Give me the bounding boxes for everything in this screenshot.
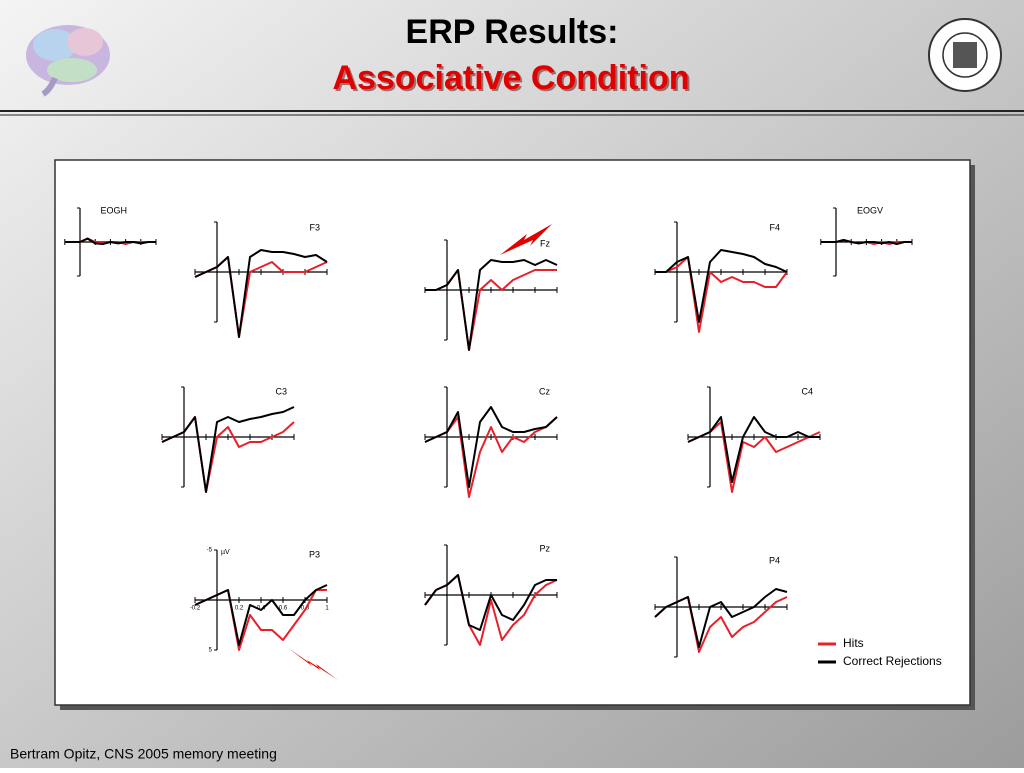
legend-label: Hits (843, 636, 864, 650)
brain-icon (26, 25, 110, 97)
waveform (161, 406, 295, 493)
waveform (655, 256, 788, 333)
electrode-label: Fz (540, 238, 550, 248)
waveform (194, 584, 328, 646)
waveform (194, 249, 328, 338)
y-tick-label: -5 (207, 548, 213, 554)
waveform (655, 249, 788, 323)
x-tick-label: 0.6 (279, 606, 288, 612)
waveform (687, 416, 820, 483)
x-tick-label: 1 (325, 606, 329, 612)
electrode-label: C4 (801, 386, 813, 396)
waveform (820, 239, 912, 245)
waveform (654, 588, 788, 648)
electrode-label: Cz (539, 386, 550, 396)
university-seal (928, 18, 1002, 92)
x-tick-label: -0.2 (190, 606, 201, 612)
electrode-label: EOGH (100, 205, 127, 215)
electrode-label: F4 (769, 222, 780, 232)
waveform (425, 259, 558, 351)
waveform (64, 237, 156, 245)
y-unit: µV (221, 549, 230, 556)
electrode-label: P3 (309, 549, 320, 559)
electrode-label: C3 (275, 386, 287, 396)
x-tick-label: 0.2 (235, 606, 244, 612)
waveform (424, 574, 557, 631)
slide-subtitle: Associative Condition (332, 59, 689, 97)
electrode-label: F3 (309, 222, 320, 232)
electrode-label: EOGV (857, 205, 883, 215)
electrode-label: Pz (539, 543, 550, 553)
electrode-label: P4 (769, 555, 780, 565)
lightning (288, 648, 338, 680)
legend-label: Correct Rejections (843, 654, 942, 668)
slide-title: ERP Results: (406, 13, 619, 51)
footer: Bertram Opitz, CNS 2005 memory meeting (10, 746, 277, 762)
waveform (424, 406, 558, 488)
y-tick-label: 5 (209, 648, 213, 654)
lightning (500, 224, 552, 255)
subtitle-shadow: Associative Condition (334, 61, 691, 99)
